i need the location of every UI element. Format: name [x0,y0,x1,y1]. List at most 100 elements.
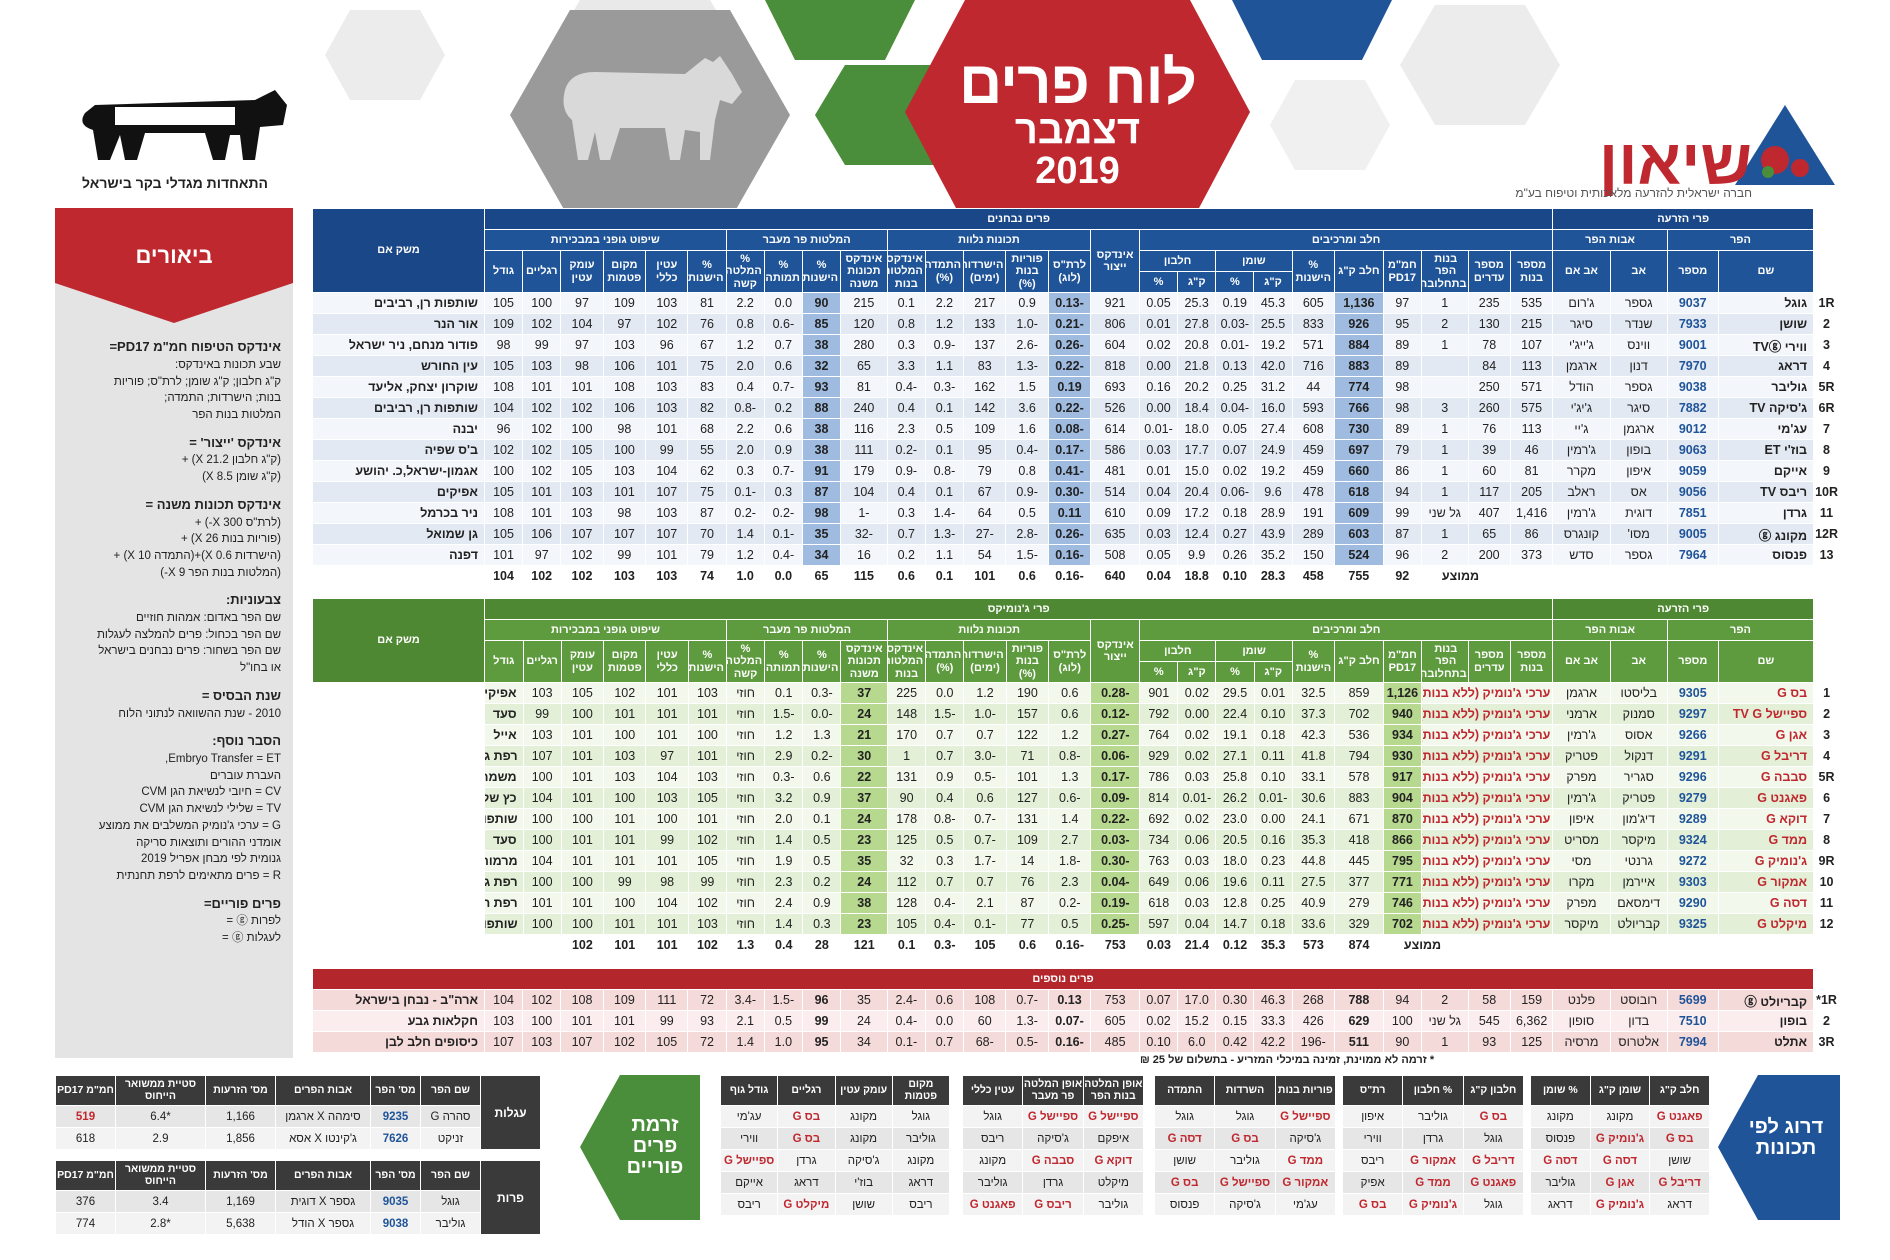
ranking-cell[interactable]: גוגל [1214,1105,1276,1128]
ranking-cell[interactable]: מקונג [834,1127,893,1150]
table-row[interactable]: 2 בופון 7510 בדון סופון 6,362 545 גל שני 100 629 4… [312,1010,1839,1032]
ranking-cell[interactable]: פאגנט G [961,1193,1024,1216]
bull-name[interactable]: ג'נומיק G [1717,850,1815,872]
ranking-cell[interactable]: ג'נומיק G [1589,1193,1651,1216]
ranking-cell[interactable]: ספיישל G [1214,1171,1276,1194]
table-row[interactable]: 3R אתלט 7994 אלטרוס מרסיה 125 93 1 90 511 -196 42.2… [312,1031,1839,1053]
bull-name[interactable]: גוגל [1717,292,1815,314]
bull-name[interactable]: עג'מי [1717,418,1815,440]
ranking-cell[interactable]: ג'נומיק G [1402,1193,1464,1216]
ranking-cell[interactable]: דסה G [1153,1127,1216,1150]
ranking-cell[interactable]: ריבס G [1022,1193,1084,1216]
table-row[interactable]: 1R גוגל 9037 גספר ג'רום 535 235 1 97 1,136 605 45.3… [312,292,1839,314]
ranking-cell[interactable]: אמקור G [1402,1149,1464,1172]
ranking-cell[interactable]: ממד G [1274,1149,1337,1172]
ranking-cell[interactable]: שושן [1649,1149,1710,1172]
fertile-bull-name[interactable]: גוליבר [420,1212,481,1235]
ranking-cell[interactable]: גרדן [1402,1127,1464,1150]
ranking-cell[interactable]: גוגל [1153,1105,1216,1128]
bull-name[interactable]: בס G [1717,682,1815,704]
ranking-cell[interactable]: ספיישל G [1082,1105,1145,1128]
bull-name[interactable]: דוקא G [1717,808,1815,830]
ranking-cell[interactable]: דראג [1649,1193,1710,1216]
bull-name[interactable]: קבריולט ⓖ [1717,989,1815,1011]
bull-name[interactable]: סבבה G [1717,766,1815,788]
ranking-cell[interactable]: גרדן [1022,1171,1084,1194]
ranking-cell[interactable]: ג'סיקה [1022,1127,1084,1150]
ranking-cell[interactable]: ג'נומיק G [1589,1127,1651,1150]
table-row[interactable]: 13 פנסוס 7964 גספר סדש 373 200 2 96 524 150 35.2 0.2… [312,544,1839,566]
bull-name[interactable]: בופון [1717,1010,1815,1032]
ranking-cell[interactable]: גוליבר [1530,1171,1591,1194]
ranking-cell[interactable]: מקונג [961,1149,1024,1172]
ranking-cell[interactable]: דריבל G [1649,1171,1710,1194]
ranking-cell[interactable]: אפיק [1341,1171,1404,1194]
ranking-cell[interactable]: ספיישל G [1274,1105,1337,1128]
ranking-cell[interactable]: ריבס [1341,1149,1404,1172]
fertile-row[interactable]: גוגל 9035 גספר X דוגית 1,169 3.4 376 [55,1190,541,1213]
bull-name[interactable]: ג'סיקה TV [1717,397,1815,419]
ranking-cell[interactable]: בס G [1214,1127,1276,1150]
ranking-cell[interactable]: שושן [834,1193,893,1216]
table-row[interactable]: 3 ווירי TVⓖ 9001 ווינס ג'ייג'י 107 78 1 89 884 571… [312,334,1839,356]
ranking-cell[interactable]: בס G [1153,1171,1216,1194]
ranking-cell[interactable]: דראג [777,1171,836,1194]
table-row[interactable]: 1R* קבריולט ⓖ 5699 רובוסט פלנט 159 58 2 94 788 268… [312,989,1839,1011]
table-row[interactable]: 9R ג'נומיק G 9272 גרנטי מסי ערכי ג'נומיק (ללא… [313,850,1839,872]
ranking-cell[interactable]: פאגנט G [1649,1105,1710,1128]
bull-name[interactable]: אמקור G [1717,871,1815,893]
fertile-bull-name[interactable]: גוגל [420,1190,481,1213]
ranking-cell[interactable]: שושן [1153,1149,1216,1172]
ranking-cell[interactable]: גוגל [1462,1193,1525,1216]
ranking-cell[interactable]: אמקור G [1274,1171,1337,1194]
table-row[interactable]: 4 דראג 7970 דנון ארגמן 113 84 89 883 716 42.0 0.13 2… [312,355,1839,377]
bull-name[interactable]: שושן [1717,313,1815,335]
bull-name[interactable]: בוז'י ET [1717,439,1815,461]
ranking-cell[interactable]: בס G [777,1105,836,1128]
ranking-cell[interactable]: דסה G [1589,1149,1651,1172]
ranking-cell[interactable]: מקונג [891,1149,951,1172]
fertile-bull-name[interactable]: סהרה G [420,1105,481,1128]
ranking-cell[interactable]: גוגל [961,1105,1024,1128]
ranking-cell[interactable]: ווירי [719,1127,779,1150]
table-row[interactable]: 12 מיקלט G 9325 קבריולט מיקסר ערכי ג'נומיק (ל… [313,913,1839,935]
table-row[interactable]: 6R ג'סיקה TV 7882 סיגר ג'יג'י 575 260 3 98 766 593… [312,397,1839,419]
ranking-cell[interactable]: מקונג [834,1105,893,1128]
ranking-cell[interactable]: דסה G [1530,1149,1591,1172]
table-row[interactable]: 4 דריבל G 9291 דנקול פטריק ערכי ג'נומיק (ללא … [313,745,1839,767]
ranking-cell[interactable]: גוליבר [1402,1105,1464,1128]
table-row[interactable]: 3 אגן G 9266 אסוס ג'רמין ערכי ג'נומיק (ללא בנ… [313,724,1839,746]
table-row[interactable]: 12R מקונג ⓖ 9005 מסו' קונגרס 86 65 1 87 603 289 43.… [312,523,1839,545]
ranking-cell[interactable]: ווירי [1341,1127,1404,1150]
ranking-cell[interactable]: בוז'י [834,1171,893,1194]
ranking-cell[interactable]: גרדן [777,1149,836,1172]
table-row[interactable]: 8 ממד G 9324 מיקסר מסריט ערכי ג'נומיק (ללא בנ… [313,829,1839,851]
ranking-cell[interactable]: דריבל G [1462,1149,1525,1172]
table-row[interactable]: 2 שושן 7933 שנדר סיגר 215 130 2 95 926 833 25.5 -0.0… [312,313,1839,335]
bull-name[interactable]: ווירי TVⓖ [1717,334,1815,356]
ranking-cell[interactable]: עג'מי [719,1105,779,1128]
bull-name[interactable]: אתלט [1717,1031,1815,1053]
bull-name[interactable]: מיקלט G [1717,913,1815,935]
table-row[interactable]: 8 בוז'י ET 9063 בופון ג'רמין 46 39 1 79 697 459 24.… [312,439,1839,461]
ranking-cell[interactable]: גוליבר [1082,1193,1145,1216]
ranking-cell[interactable]: גוליבר [891,1127,951,1150]
fertile-bull-name[interactable]: זניקט [420,1127,481,1150]
ranking-cell[interactable]: פנסוס [1530,1127,1591,1150]
ranking-cell[interactable]: ספיישל G [1022,1105,1084,1128]
table-row[interactable]: 5R סבבה G 9296 סגריר מפרק ערכי ג'נומיק (ללא ב… [313,766,1839,788]
ranking-cell[interactable]: מיקלט [1082,1171,1145,1194]
ranking-cell[interactable]: מקונג [1530,1105,1591,1128]
ranking-cell[interactable]: פאגנט G [1462,1171,1525,1194]
ranking-cell[interactable]: איפקם [1082,1127,1145,1150]
table-row[interactable]: 10R ריבס TV 9056 אס ראלב 205 117 1 94 618 478 9.6 -0… [312,481,1839,503]
ranking-cell[interactable]: מיקלט G [777,1193,836,1216]
bull-name[interactable]: אגן G [1717,724,1815,746]
ranking-cell[interactable]: ריבס [961,1127,1024,1150]
ranking-cell[interactable]: גוליבר [1214,1149,1276,1172]
ranking-cell[interactable]: בס G [1341,1193,1404,1216]
ranking-cell[interactable]: גוליבר [961,1171,1024,1194]
ranking-cell[interactable]: ממד G [1402,1171,1464,1194]
fertile-row[interactable]: גוליבר 9038 גספר X הודל 5,638 *2.8 774 [55,1212,541,1235]
ranking-cell[interactable]: ג'סיקה [1214,1193,1276,1216]
